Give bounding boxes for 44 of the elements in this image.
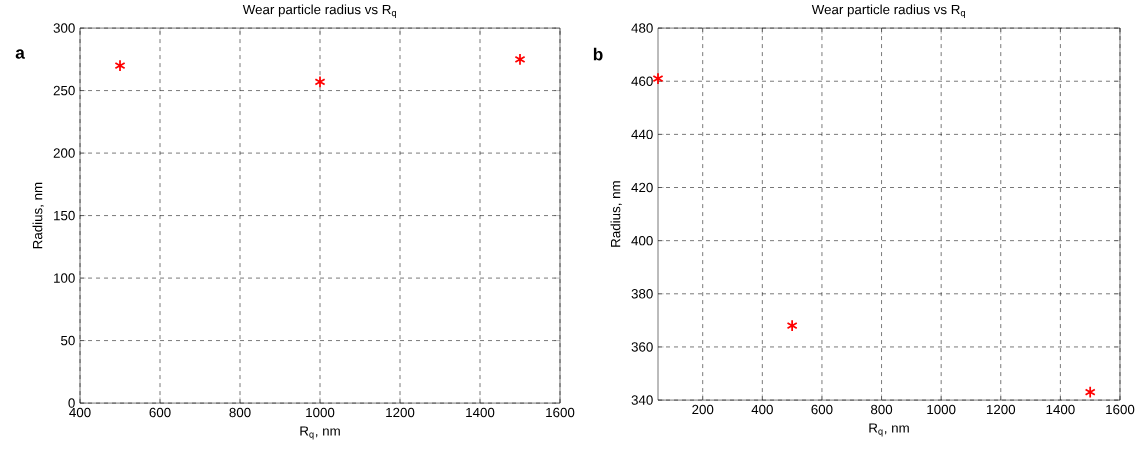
- x-tick-label: 1600: [1106, 404, 1135, 415]
- x-tick-label: 600: [811, 404, 833, 415]
- x-tick-label: 1200: [386, 407, 415, 418]
- y-tick-label: 100: [54, 273, 75, 283]
- y-tick-label: 250: [53, 85, 75, 96]
- x-tick-label: 1000: [927, 404, 956, 415]
- x-tick-label: 1400: [1046, 404, 1075, 415]
- y-tick-label: 300: [53, 23, 75, 33]
- y-tick-label: 50: [61, 335, 75, 346]
- chart-title: Wear particle radius vs R$_{q}$: [811, 4, 966, 19]
- y-tick-label: 480: [631, 23, 653, 33]
- y-tick-label: 200: [53, 148, 75, 158]
- point: [1084, 385, 1096, 399]
- x-tick-label: 800: [229, 407, 251, 418]
- y-tick-label: 340: [631, 395, 653, 405]
- x-tick-label: 1600: [546, 407, 575, 418]
- y-tick-label: 400: [631, 235, 653, 246]
- y-axis-title: Radius, nm: [610, 181, 622, 247]
- x-tick-label: 1200: [986, 404, 1016, 415]
- x-tick-label: 600: [149, 407, 171, 418]
- text: b: [593, 47, 603, 61]
- y-tick-label: 380: [631, 289, 653, 299]
- point: [114, 59, 126, 72]
- x-tick-label: 400: [69, 407, 91, 418]
- y-tick-label: 360: [631, 342, 653, 352]
- x-axis-title: R$_{q}$, nm: [869, 423, 909, 437]
- point: [314, 75, 326, 89]
- y-axis-title: Radius, nm: [32, 182, 44, 249]
- point: [652, 72, 664, 85]
- x-tick-label: 1400: [466, 407, 495, 418]
- x-tick-label: 1000: [306, 407, 335, 418]
- y-tick-label: 420: [631, 182, 653, 193]
- point: [514, 53, 526, 66]
- y-tick-label: 150: [54, 210, 75, 221]
- x-tick-label: 800: [871, 404, 893, 415]
- text: a: [15, 49, 25, 59]
- y-tick-label: 460: [631, 76, 653, 86]
- x-tick-label: 200: [692, 404, 714, 415]
- x-tick-label: 400: [751, 404, 773, 415]
- y-tick-label: 440: [631, 129, 653, 140]
- chart-title: Wear particle radius vs R$_{q}$: [242, 4, 397, 19]
- y-tick-label: 0: [68, 398, 75, 408]
- point: [786, 319, 798, 332]
- x-axis-title: R$_{q}$, nm: [300, 426, 340, 440]
